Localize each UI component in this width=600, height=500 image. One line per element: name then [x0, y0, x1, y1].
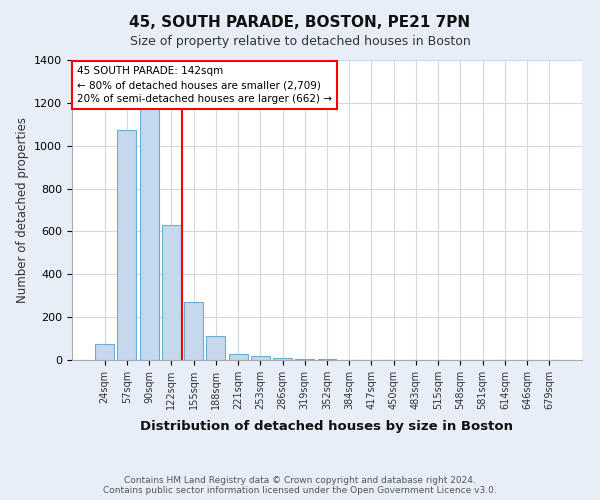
Bar — [206, 336, 225, 360]
Text: Contains HM Land Registry data © Crown copyright and database right 2024.
Contai: Contains HM Land Registry data © Crown c… — [103, 476, 497, 495]
Y-axis label: Number of detached properties: Number of detached properties — [16, 117, 29, 303]
Text: 45, SOUTH PARADE, BOSTON, PE21 7PN: 45, SOUTH PARADE, BOSTON, PE21 7PN — [130, 15, 470, 30]
Bar — [95, 344, 114, 360]
Bar — [140, 82, 158, 360]
Bar — [251, 356, 270, 360]
Bar — [162, 225, 181, 360]
Bar — [273, 358, 292, 360]
Text: 45 SOUTH PARADE: 142sqm
← 80% of detached houses are smaller (2,709)
20% of semi: 45 SOUTH PARADE: 142sqm ← 80% of detache… — [77, 66, 332, 104]
X-axis label: Distribution of detached houses by size in Boston: Distribution of detached houses by size … — [140, 420, 514, 433]
Bar — [118, 130, 136, 360]
Bar — [229, 354, 248, 360]
Text: Size of property relative to detached houses in Boston: Size of property relative to detached ho… — [130, 35, 470, 48]
Bar — [295, 359, 314, 360]
Bar — [184, 302, 203, 360]
